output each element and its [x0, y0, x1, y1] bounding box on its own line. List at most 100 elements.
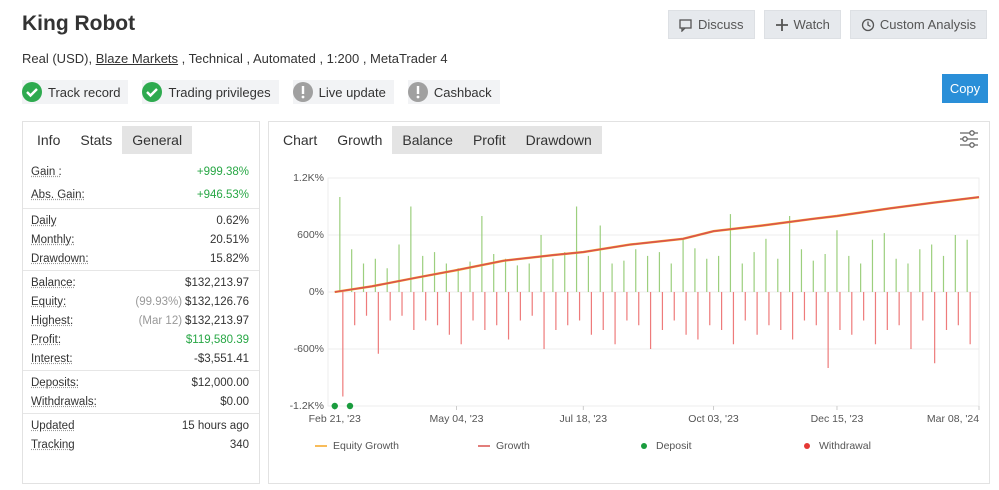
bar [422, 255, 424, 292]
bar [694, 248, 696, 292]
bar [374, 258, 376, 292]
bar [564, 252, 566, 292]
bar [460, 292, 462, 345]
bar [768, 292, 770, 326]
info-value: -$3,551.41 [194, 352, 249, 365]
bar [484, 292, 486, 330]
info-row: Tracking 340 [31, 435, 249, 454]
header-button[interactable]: Watch [763, 10, 841, 39]
bar [590, 292, 592, 335]
bar [919, 249, 921, 292]
bar [780, 292, 782, 330]
bar [931, 244, 933, 292]
bar [721, 292, 723, 330]
info-value: 15 hours ago [181, 419, 249, 432]
bar [351, 249, 353, 292]
broker-link[interactable]: Blaze Markets [95, 51, 179, 66]
bar [661, 292, 664, 330]
info-row: Gain : +999.38% [31, 160, 249, 183]
bar [718, 255, 720, 292]
badge: Track record [22, 80, 129, 104]
bar [354, 292, 356, 326]
badge-icon [22, 82, 42, 102]
tab[interactable]: Growth [337, 132, 383, 148]
bar [812, 260, 814, 292]
info-group: Daily 0.62% Monthly: 20.51% Drawdown: 15.82% [23, 208, 259, 270]
y-tick-label: -1.2K% [290, 400, 324, 412]
bar [863, 292, 865, 321]
x-tick-label: Dec 15, '23 [811, 413, 864, 425]
tab[interactable]: Balance [392, 126, 463, 154]
title: King Robot [22, 12, 136, 35]
bar [599, 225, 601, 292]
bar [682, 239, 684, 292]
check [26, 88, 38, 98]
bar [540, 235, 542, 292]
bang [416, 86, 420, 94]
button-icon [679, 18, 692, 32]
bar [578, 292, 581, 321]
bar [670, 263, 672, 292]
bar [552, 258, 554, 292]
header-button[interactable]: Discuss [668, 10, 755, 39]
bar [815, 292, 817, 326]
bar [883, 233, 885, 292]
bar [827, 292, 829, 368]
bar [756, 292, 758, 335]
tab[interactable]: Chart [283, 132, 318, 148]
bar [898, 292, 900, 326]
tab[interactable]: Profit [462, 126, 516, 154]
copy-button[interactable]: Copy [942, 74, 988, 103]
bar [649, 292, 652, 349]
tab[interactable]: General [122, 126, 193, 154]
info-value-wrap: 15 hours ago [182, 420, 249, 432]
info-label: Gain : [31, 165, 62, 178]
bar [425, 292, 427, 321]
x-tick-label: Oct 03, '23 [688, 413, 739, 425]
tab[interactable]: Stats [80, 132, 113, 148]
header-button[interactable]: Custom Analysis [849, 10, 987, 39]
info-value: 0.62% [216, 214, 249, 227]
info-value-wrap: -$3,551.41 [194, 353, 249, 365]
info-row: Highest: (Mar 12) $132,213.97 [31, 311, 249, 330]
details: Real (USD), Blaze Markets , Technical , … [22, 51, 448, 66]
bar [907, 263, 909, 292]
bar [777, 258, 779, 292]
bar [638, 292, 640, 326]
badge-label: Trading privileges [168, 84, 271, 100]
bar [413, 292, 415, 330]
bar [457, 268, 459, 292]
info-group: Deposits: $12,000.00 Withdrawals: $0.00 [23, 370, 259, 413]
bar [957, 292, 959, 326]
info-row: Monthly: 20.51% [31, 230, 249, 249]
info-value-wrap: 0.62% [216, 215, 249, 227]
button-icon [775, 18, 788, 31]
bar [433, 252, 436, 292]
bar [697, 292, 699, 340]
bar [729, 214, 732, 292]
badge-icon [142, 82, 163, 102]
info-label: Equity: [31, 295, 67, 308]
bar [803, 292, 806, 321]
bar [942, 255, 945, 292]
badge-label: Live update [318, 84, 386, 100]
bar [448, 292, 450, 335]
bar [516, 265, 518, 292]
tab[interactable]: Drawdown [515, 126, 602, 154]
badge-icon [292, 82, 313, 102]
settings-icon[interactable] [959, 129, 979, 149]
info-label: Updated [31, 419, 75, 432]
bar [623, 260, 625, 292]
bar [874, 292, 877, 345]
info-label: Highest: [31, 314, 74, 327]
bar [555, 292, 557, 330]
bar [635, 249, 637, 292]
bar [339, 197, 341, 292]
info-label: Tracking [31, 438, 75, 451]
tab[interactable]: Info [37, 132, 61, 148]
info-row: Withdrawals: $0.00 [31, 392, 249, 411]
bar [531, 292, 533, 316]
bar [519, 292, 521, 321]
info-label: Balance: [31, 276, 76, 289]
